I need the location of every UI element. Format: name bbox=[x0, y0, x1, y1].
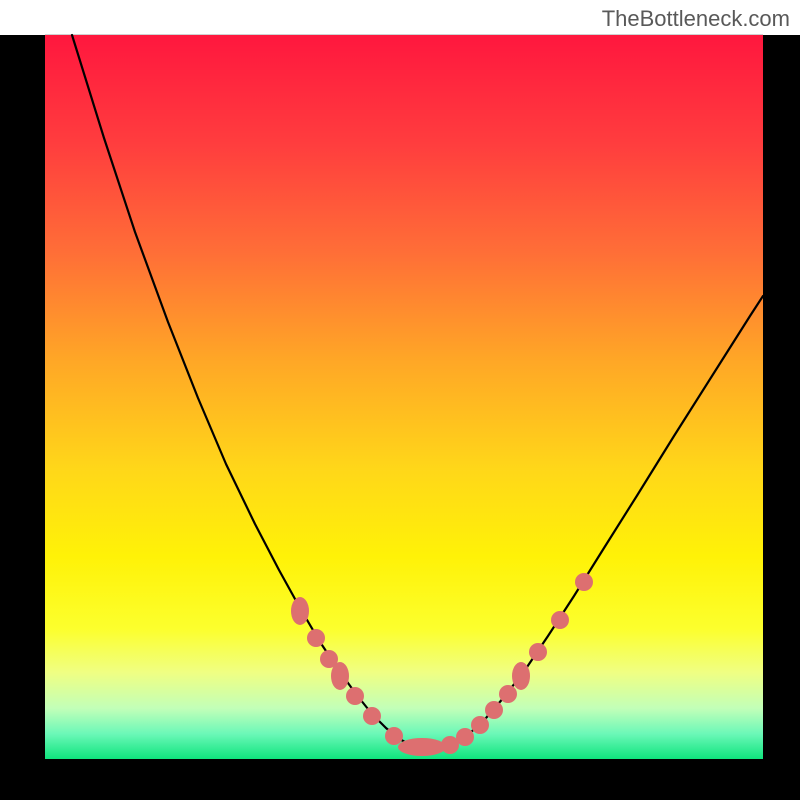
watermark-text: TheBottleneck.com bbox=[602, 6, 790, 32]
chart-svg bbox=[0, 0, 800, 800]
chart-container: TheBottleneck.com bbox=[0, 0, 800, 800]
